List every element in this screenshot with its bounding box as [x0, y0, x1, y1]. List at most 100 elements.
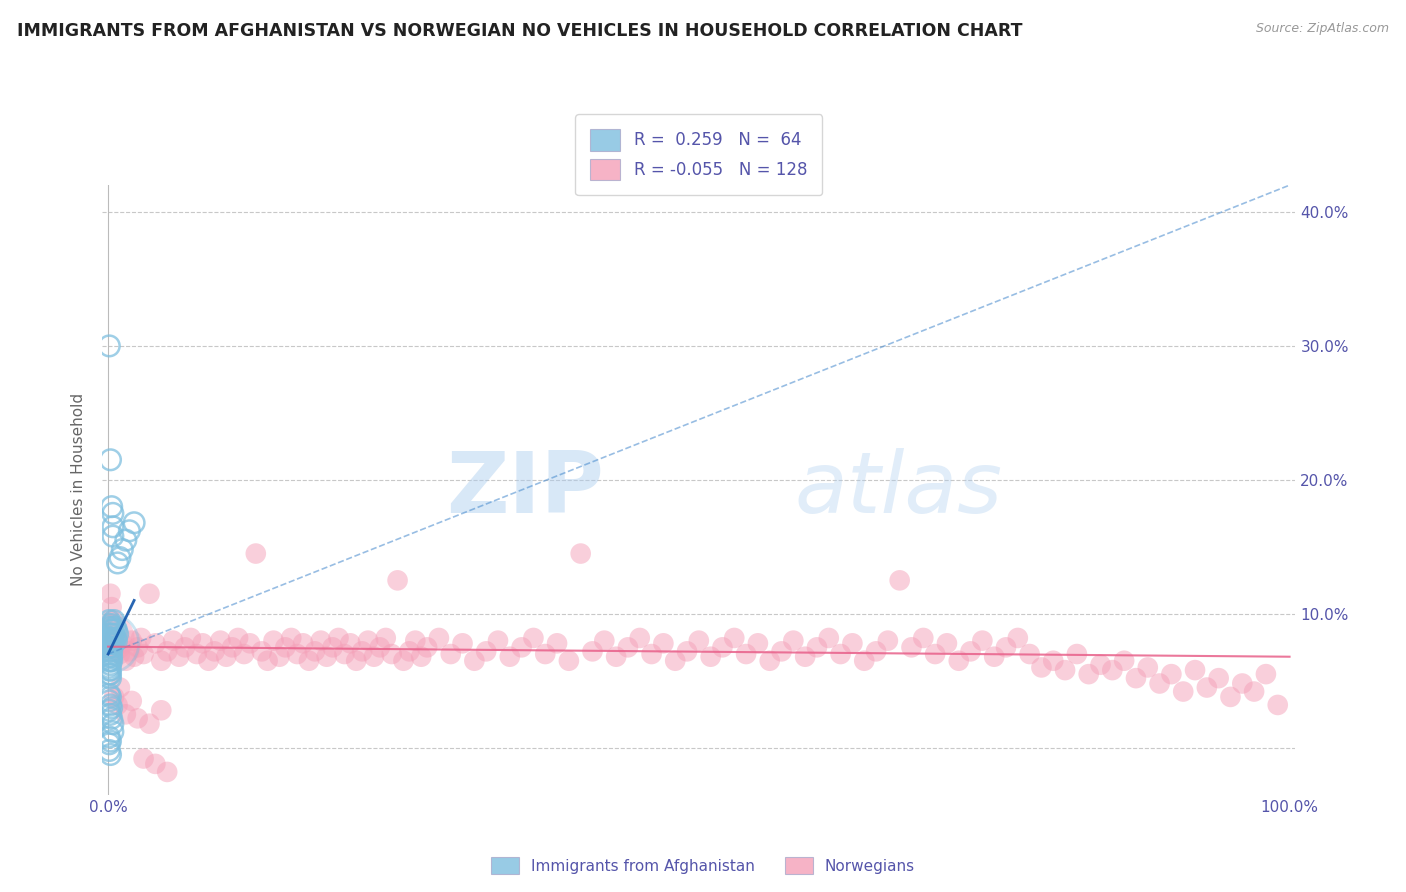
Point	[145, 636, 167, 650]
Point	[841, 636, 863, 650]
Point	[676, 644, 699, 658]
Point	[101, 716, 124, 731]
Point	[100, 587, 122, 601]
Point	[558, 654, 581, 668]
Point	[328, 631, 350, 645]
Point	[1149, 676, 1171, 690]
Point	[344, 654, 367, 668]
Point	[427, 631, 450, 645]
Point	[111, 542, 134, 557]
Point	[628, 631, 651, 645]
Point	[339, 636, 361, 650]
Point	[118, 644, 141, 658]
Point	[101, 631, 124, 645]
Point	[98, 694, 121, 708]
Point	[98, 730, 121, 744]
Point	[912, 631, 935, 645]
Point	[98, 636, 121, 650]
Point	[100, 698, 122, 712]
Point	[274, 640, 297, 655]
Point	[98, 640, 121, 655]
Point	[534, 647, 557, 661]
Point	[256, 654, 278, 668]
Point	[100, 667, 122, 681]
Point	[475, 644, 498, 658]
Point	[1195, 681, 1218, 695]
Point	[132, 647, 155, 661]
Text: Source: ZipAtlas.com: Source: ZipAtlas.com	[1256, 22, 1389, 36]
Point	[101, 623, 124, 637]
Point	[101, 636, 124, 650]
Point	[688, 633, 710, 648]
Point	[1254, 667, 1277, 681]
Point	[100, 657, 122, 672]
Point	[1173, 684, 1195, 698]
Point	[499, 649, 522, 664]
Legend: Immigrants from Afghanistan, Norwegians: Immigrants from Afghanistan, Norwegians	[485, 851, 921, 880]
Point	[122, 649, 145, 664]
Point	[100, 620, 122, 634]
Point	[451, 636, 474, 650]
Point	[100, 600, 122, 615]
Point	[100, 631, 122, 645]
Point	[115, 654, 138, 668]
Point	[101, 614, 124, 628]
Point	[983, 649, 1005, 664]
Point	[98, 636, 121, 650]
Point	[747, 636, 769, 650]
Point	[522, 631, 544, 645]
Point	[100, 700, 122, 714]
Point	[162, 633, 184, 648]
Point	[233, 647, 256, 661]
Point	[546, 636, 568, 650]
Point	[100, 627, 122, 641]
Point	[581, 644, 603, 658]
Point	[1066, 647, 1088, 661]
Point	[100, 654, 122, 668]
Point	[138, 587, 160, 601]
Point	[292, 636, 315, 650]
Legend: R =  0.259   N =  64, R = -0.055   N = 128: R = 0.259 N = 64, R = -0.055 N = 128	[575, 114, 823, 195]
Point	[368, 640, 391, 655]
Point	[191, 636, 214, 650]
Point	[127, 711, 149, 725]
Y-axis label: No Vehicles in Household: No Vehicles in Household	[72, 393, 86, 586]
Point	[304, 644, 326, 658]
Point	[100, 640, 122, 655]
Point	[1018, 647, 1040, 661]
Point	[357, 633, 380, 648]
Point	[103, 614, 125, 628]
Point	[105, 623, 128, 637]
Point	[770, 644, 793, 658]
Point	[1114, 654, 1136, 668]
Point	[924, 647, 946, 661]
Point	[352, 644, 374, 658]
Point	[101, 529, 124, 543]
Point	[1160, 667, 1182, 681]
Point	[392, 654, 415, 668]
Point	[782, 633, 804, 648]
Point	[150, 703, 173, 717]
Point	[107, 640, 129, 655]
Point	[98, 660, 121, 674]
Point	[105, 633, 128, 648]
Point	[108, 550, 131, 565]
Point	[98, 687, 121, 701]
Point	[1042, 654, 1064, 668]
Point	[122, 516, 145, 530]
Point	[156, 644, 179, 658]
Point	[1136, 660, 1159, 674]
Point	[830, 647, 852, 661]
Point	[285, 647, 308, 661]
Point	[107, 698, 129, 712]
Point	[100, 636, 122, 650]
Point	[167, 649, 190, 664]
Point	[699, 649, 721, 664]
Point	[98, 654, 121, 668]
Point	[103, 627, 125, 641]
Point	[100, 640, 122, 655]
Point	[108, 681, 131, 695]
Point	[1232, 676, 1254, 690]
Point	[221, 640, 243, 655]
Point	[100, 644, 122, 658]
